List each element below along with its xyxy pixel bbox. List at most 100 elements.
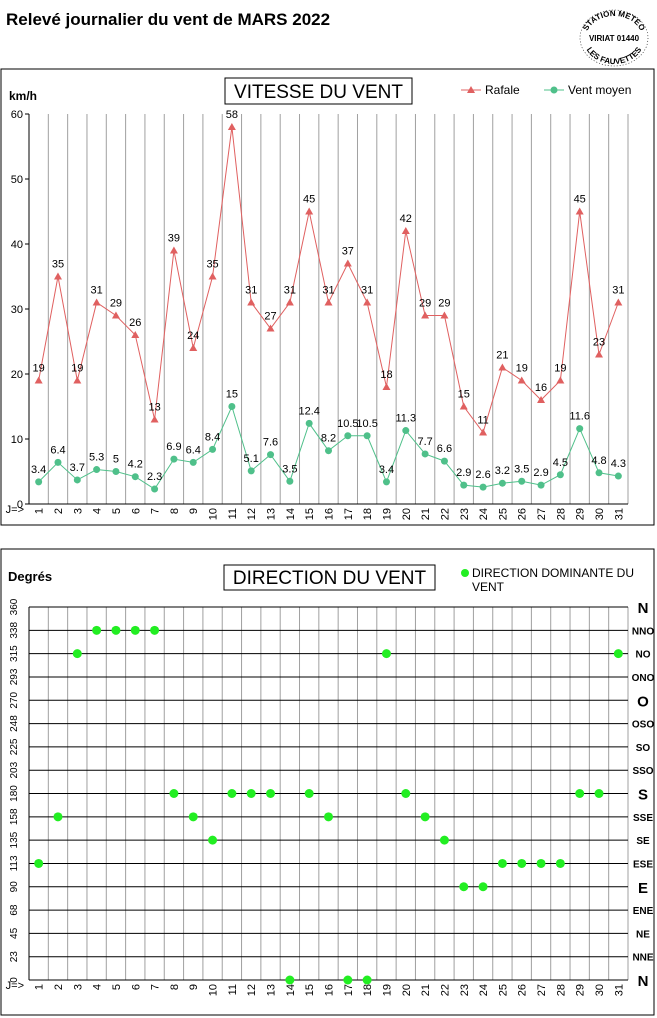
y-axis-unit-label: km/h <box>9 89 37 103</box>
rafale-data-label: 13 <box>148 402 160 414</box>
vent-moyen-point <box>614 472 622 480</box>
rafale-point <box>575 207 584 215</box>
x-tick-label: 29 <box>575 984 587 996</box>
chart-title: VITESSE DU VENT <box>234 82 403 103</box>
wind-speed-chart: km/h VITESSE DU VENT Rafale Vent moyen 0 10 20… <box>0 68 655 526</box>
direction-point <box>517 858 527 868</box>
x-tick-label: 22 <box>439 508 451 520</box>
compass-direction-label: NNO <box>632 626 654 637</box>
x-tick-label: 12 <box>246 984 258 996</box>
direction-point <box>555 858 565 868</box>
wind-direction-chart: Degrés DIRECTION DU VENT DIRECTION DOMINAN… <box>0 548 655 1016</box>
rafale-point <box>266 324 275 332</box>
compass-direction-label: ENE <box>633 906 654 917</box>
direction-point <box>536 858 546 868</box>
y-tick-label: 68 <box>9 904 20 916</box>
rafale-data-label: 31 <box>91 285 103 297</box>
x-tick-label: 15 <box>304 508 316 520</box>
x-tick-label: 30 <box>594 508 606 520</box>
x-tick-label: 8 <box>169 984 181 990</box>
vent-moyen-point <box>576 425 584 433</box>
vent-moyen-point <box>112 468 120 475</box>
x-tick-label: 18 <box>362 984 374 996</box>
x-tick-label: 22 <box>439 984 451 996</box>
vent-moyen-point <box>595 469 603 477</box>
direction-point <box>111 625 121 635</box>
x-tick-label: 28 <box>555 508 567 520</box>
x-tick-label: 8 <box>169 508 181 514</box>
direction-point <box>594 789 604 798</box>
x-tick-label: 16 <box>324 984 336 996</box>
rafale-data-label: 35 <box>206 259 218 271</box>
vent-moyen-data-label: 3.2 <box>495 465 510 477</box>
direction-point <box>401 789 411 798</box>
rafale-data-label: 26 <box>129 317 141 329</box>
y-tick-label: 0 <box>17 499 23 511</box>
vent-moyen-data-label: 12.4 <box>298 405 319 417</box>
x-tick-label: 28 <box>555 984 567 996</box>
rafale-point <box>498 363 507 371</box>
x-tick-label: 20 <box>401 984 413 996</box>
vent-moyen-point <box>209 445 217 453</box>
y-tick-label: 248 <box>9 715 20 732</box>
page-title: Relevé journalier du vent de MARS 2022 <box>6 10 331 29</box>
y-tick-label: 0 <box>9 977 20 983</box>
x-tick-label: 1 <box>34 984 46 990</box>
rafale-data-label: 18 <box>380 369 392 381</box>
vent-moyen-data-label: 4.8 <box>591 455 606 467</box>
direction-point <box>439 835 449 845</box>
rafale-point <box>189 344 198 351</box>
x-tick-label: 27 <box>536 984 548 996</box>
rafale-point <box>247 298 256 306</box>
vent-moyen-point <box>460 481 468 489</box>
rafale-data-label: 11 <box>477 415 488 427</box>
x-tick-label: 11 <box>227 508 239 519</box>
vent-moyen-point <box>344 432 352 440</box>
vent-moyen-data-label: 10.5 <box>356 418 377 430</box>
vent-moyen-data-label: 4.3 <box>611 458 626 470</box>
vent-moyen-data-label: 5.3 <box>89 452 104 464</box>
vent-moyen-point <box>421 450 429 458</box>
rafale-data-label: 24 <box>187 330 199 342</box>
x-tick-label: 24 <box>478 508 490 520</box>
vent-moyen-data-label: 15 <box>226 389 238 401</box>
compass-direction-label: OSO <box>632 720 654 731</box>
y-tick-label: 90 <box>9 881 20 893</box>
x-tick-label: 31 <box>613 508 625 520</box>
rafale-data-label: 31 <box>245 285 257 297</box>
rafale-data-label: 19 <box>71 363 83 375</box>
vent-moyen-data-label: 3.5 <box>514 463 529 475</box>
y-tick-label: 20 <box>11 369 23 381</box>
rafale-point <box>227 123 236 130</box>
direction-point <box>324 812 333 822</box>
y-tick-label: 10 <box>11 434 23 446</box>
direction-point <box>285 975 295 985</box>
x-tick-label: 29 <box>575 508 587 520</box>
x-tick-label: 25 <box>497 508 509 520</box>
direction-point <box>227 789 237 798</box>
x-tick-label: 5 <box>111 508 123 514</box>
rafale-data-label: 16 <box>535 382 547 394</box>
rafale-data-label: 58 <box>226 109 238 121</box>
direction-point <box>130 625 140 635</box>
x-tick-label: 23 <box>459 508 471 520</box>
vent-moyen-data-label: 4.2 <box>128 459 143 471</box>
vent-moyen-data-label: 7.6 <box>263 437 278 449</box>
vent-moyen-point <box>479 483 487 491</box>
vent-moyen-data-label: 2.3 <box>147 471 162 483</box>
rafale-point <box>343 259 352 267</box>
direction-point <box>381 649 391 659</box>
x-tick-label: 4 <box>92 508 104 514</box>
compass-direction-label: SSE <box>633 813 653 824</box>
vent-moyen-data-label: 3.5 <box>282 463 297 475</box>
x-tick-label: 21 <box>420 508 432 520</box>
rafale-point <box>382 383 391 390</box>
rafale-data-label: 31 <box>612 285 624 297</box>
x-tick-label: 9 <box>188 984 200 990</box>
rafale-data-label: 29 <box>110 298 122 310</box>
station-stamp: STATION METEO VIRIAT 01440 LES FAUVETTES <box>579 9 649 67</box>
x-tick-label: 11 <box>227 984 239 995</box>
vent-moyen-point <box>286 477 294 485</box>
direction-point <box>92 625 102 635</box>
vent-moyen-data-label: 5.1 <box>244 453 259 465</box>
